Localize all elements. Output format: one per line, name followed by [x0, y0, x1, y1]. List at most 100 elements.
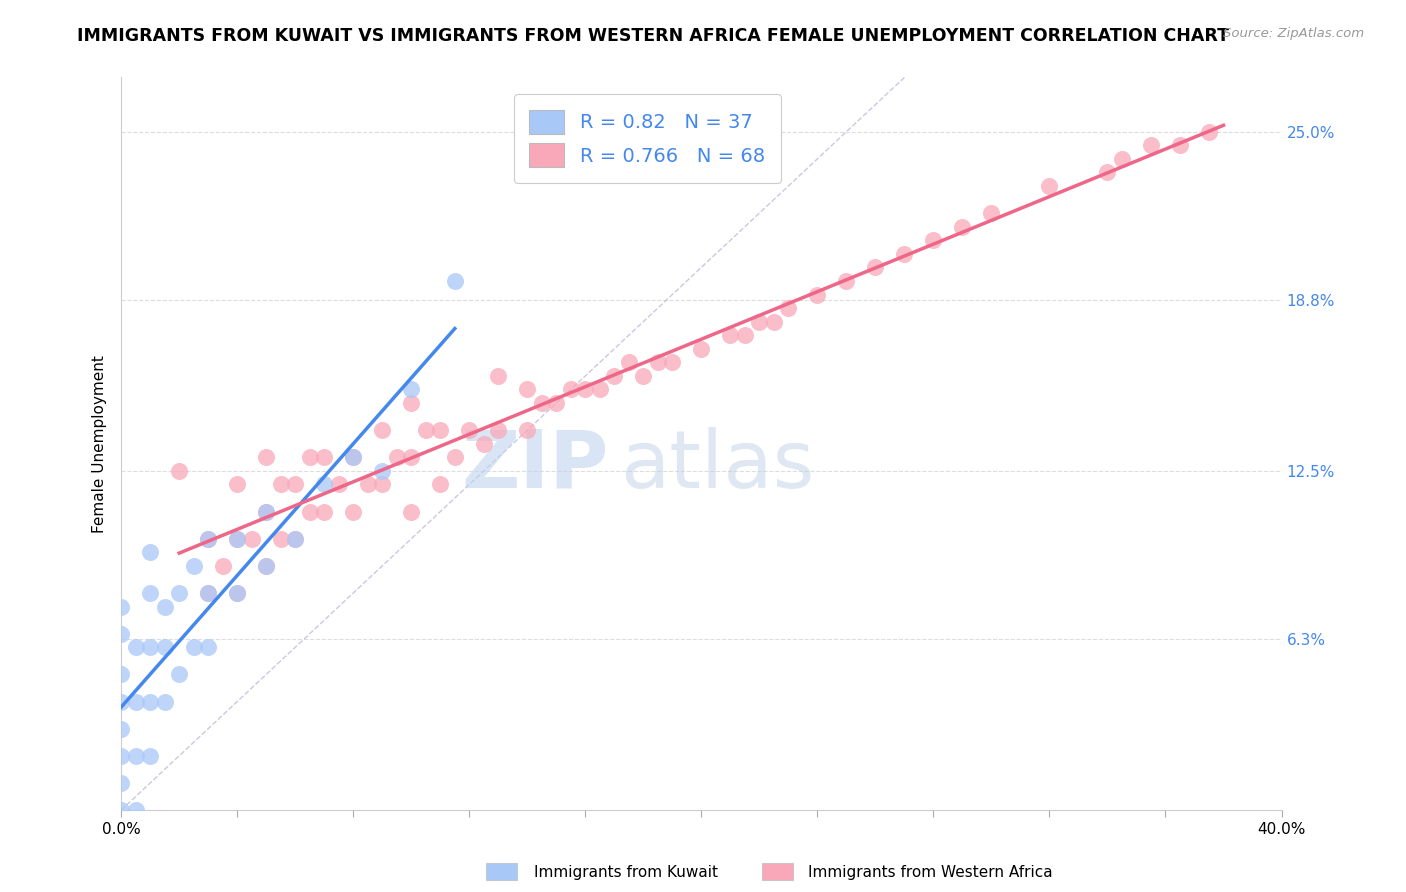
Point [748, 315, 770, 329]
Point [865, 260, 887, 275]
Point [110, 776, 132, 790]
Point [429, 477, 451, 491]
Legend: R = 0.82   N = 37, R = 0.766   N = 68: R = 0.82 N = 37, R = 0.766 N = 68 [513, 95, 780, 183]
Point [835, 274, 858, 288]
Point [617, 355, 640, 369]
Point [153, 694, 176, 708]
Point [762, 315, 785, 329]
Point [183, 640, 205, 655]
Point [778, 301, 800, 315]
Text: IMMIGRANTS FROM KUWAIT VS IMMIGRANTS FROM WESTERN AFRICA FEMALE UNEMPLOYMENT COR: IMMIGRANTS FROM KUWAIT VS IMMIGRANTS FRO… [77, 27, 1229, 45]
Point [486, 423, 509, 437]
Point [401, 505, 423, 519]
Point [1111, 152, 1133, 166]
Point [226, 586, 249, 600]
Point [516, 383, 538, 397]
Text: atlas: atlas [620, 426, 814, 505]
Point [371, 423, 394, 437]
Point [270, 477, 292, 491]
Point [429, 423, 451, 437]
Point [401, 396, 423, 410]
Point [226, 532, 249, 546]
Point [254, 558, 277, 573]
Point [546, 396, 568, 410]
Point [197, 532, 219, 546]
Point [574, 383, 596, 397]
Point [690, 342, 713, 356]
Point [661, 355, 683, 369]
Point [110, 803, 132, 817]
Point [125, 803, 148, 817]
Point [284, 532, 307, 546]
Point [647, 355, 669, 369]
Point [110, 722, 132, 736]
Point [110, 694, 132, 708]
Point [486, 368, 509, 383]
Point [718, 328, 741, 343]
Point [342, 450, 364, 465]
Point [110, 748, 132, 763]
Point [298, 450, 321, 465]
Point [254, 450, 277, 465]
Point [342, 505, 364, 519]
Point [328, 477, 350, 491]
Point [197, 586, 219, 600]
Text: Immigrants from Western Africa: Immigrants from Western Africa [808, 865, 1053, 880]
Point [139, 640, 162, 655]
Point [254, 505, 277, 519]
Point [125, 748, 148, 763]
Point [139, 748, 162, 763]
Point [472, 436, 495, 450]
Point [314, 477, 336, 491]
Point [893, 247, 915, 261]
Point [153, 599, 176, 614]
Point [197, 640, 219, 655]
Point [125, 640, 148, 655]
Point [385, 450, 408, 465]
Text: Immigrants from Kuwait: Immigrants from Kuwait [534, 865, 718, 880]
Point [139, 586, 162, 600]
Point [167, 667, 190, 681]
Point [226, 586, 249, 600]
Point [270, 532, 292, 546]
Point [458, 423, 481, 437]
Point [734, 328, 756, 343]
Point [197, 586, 219, 600]
Point [401, 383, 423, 397]
Point [284, 532, 307, 546]
Point [254, 505, 277, 519]
Point [980, 206, 1002, 220]
Point [603, 368, 626, 383]
Point [371, 477, 394, 491]
Point [226, 477, 249, 491]
Point [806, 287, 828, 301]
Point [226, 532, 249, 546]
Point [357, 477, 380, 491]
Point [922, 233, 945, 247]
Point [1097, 165, 1119, 179]
Point [589, 383, 612, 397]
Point [530, 396, 553, 410]
Text: Source: ZipAtlas.com: Source: ZipAtlas.com [1223, 27, 1364, 40]
Point [254, 558, 277, 573]
Point [952, 219, 974, 234]
Point [1198, 125, 1220, 139]
Point [443, 450, 465, 465]
Point [314, 450, 336, 465]
Point [110, 667, 132, 681]
Point [560, 383, 582, 397]
Point [298, 505, 321, 519]
Point [371, 464, 394, 478]
Point [314, 505, 336, 519]
Point [167, 586, 190, 600]
Point [183, 558, 205, 573]
Point [1038, 178, 1060, 193]
Point [110, 626, 132, 640]
Point [401, 450, 423, 465]
Point [110, 599, 132, 614]
Point [516, 423, 538, 437]
Y-axis label: Female Unemployment: Female Unemployment [93, 355, 107, 533]
Point [1168, 138, 1191, 153]
Point [211, 558, 233, 573]
Point [443, 274, 465, 288]
